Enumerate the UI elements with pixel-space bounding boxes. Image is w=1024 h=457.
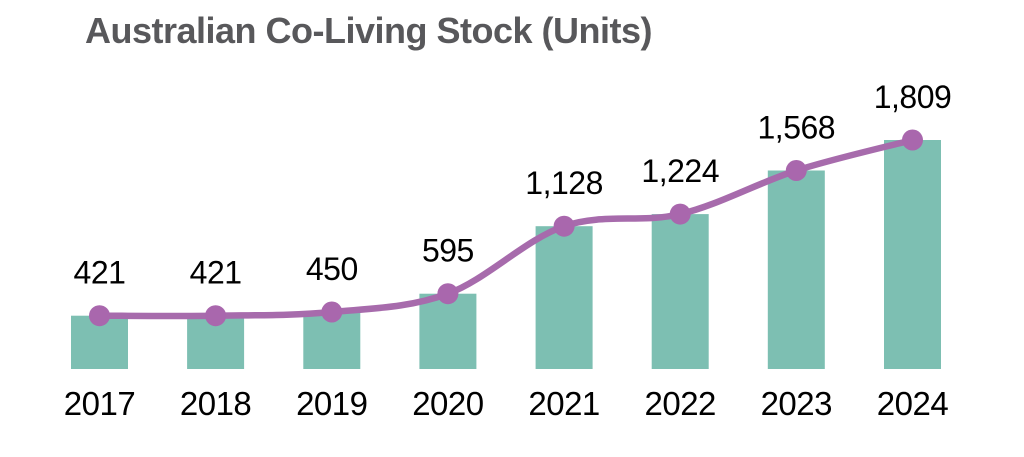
- axis-label-2019: 2019: [296, 385, 367, 422]
- axis-label-2021: 2021: [528, 385, 599, 422]
- axis-label-2020: 2020: [412, 385, 484, 422]
- data-label-2020: 595: [422, 233, 474, 269]
- bar-2024: [884, 140, 941, 369]
- marker-2019: [321, 301, 343, 323]
- marker-2020: [437, 283, 459, 305]
- bar-2020: [419, 293, 477, 369]
- bar-2021: [535, 226, 593, 369]
- axis-label-2017: 2017: [64, 385, 135, 422]
- data-label-2017: 421: [74, 255, 126, 291]
- marker-2024: [902, 129, 923, 151]
- marker-2022: [669, 203, 691, 225]
- data-label-2018: 421: [190, 255, 242, 291]
- data-label-2024: 1,809: [874, 79, 952, 115]
- marker-2017: [89, 305, 110, 327]
- chart-title: Australian Co-Living Stock (Units): [85, 10, 653, 51]
- bar-2022: [651, 214, 709, 369]
- axis-label-2023: 2023: [761, 385, 832, 422]
- marker-2023: [785, 160, 807, 181]
- bar-2023: [767, 170, 825, 369]
- axis-label-2022: 2022: [644, 385, 715, 422]
- data-label-2023: 1,568: [758, 110, 836, 146]
- data-label-2021: 1,128: [525, 165, 603, 201]
- marker-2021: [553, 215, 575, 237]
- data-label-2019: 450: [306, 251, 358, 287]
- axis-label-2024: 2024: [877, 385, 949, 422]
- marker-2018: [205, 305, 227, 327]
- trend-line: [96, 136, 916, 320]
- axis-label-2018: 2018: [180, 385, 251, 422]
- data-label-2022: 1,224: [641, 153, 719, 189]
